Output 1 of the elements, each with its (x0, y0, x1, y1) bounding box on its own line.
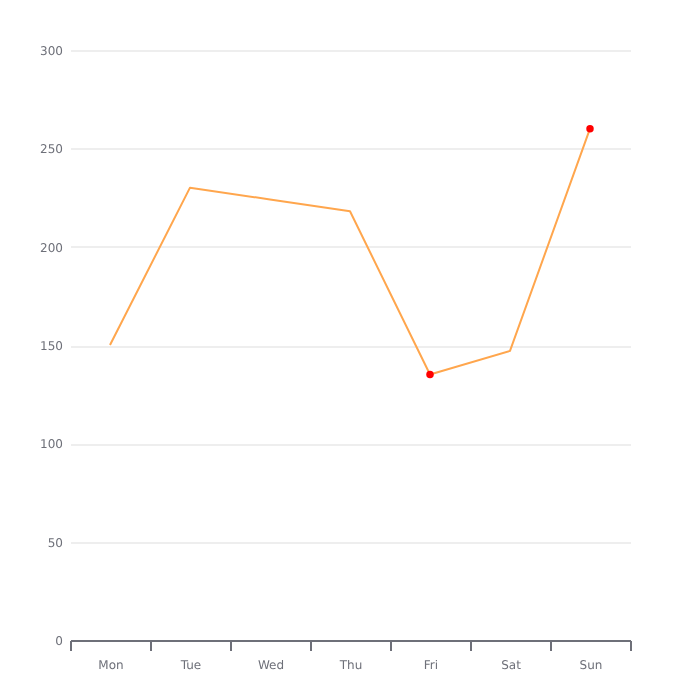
line-series (109, 127, 591, 376)
